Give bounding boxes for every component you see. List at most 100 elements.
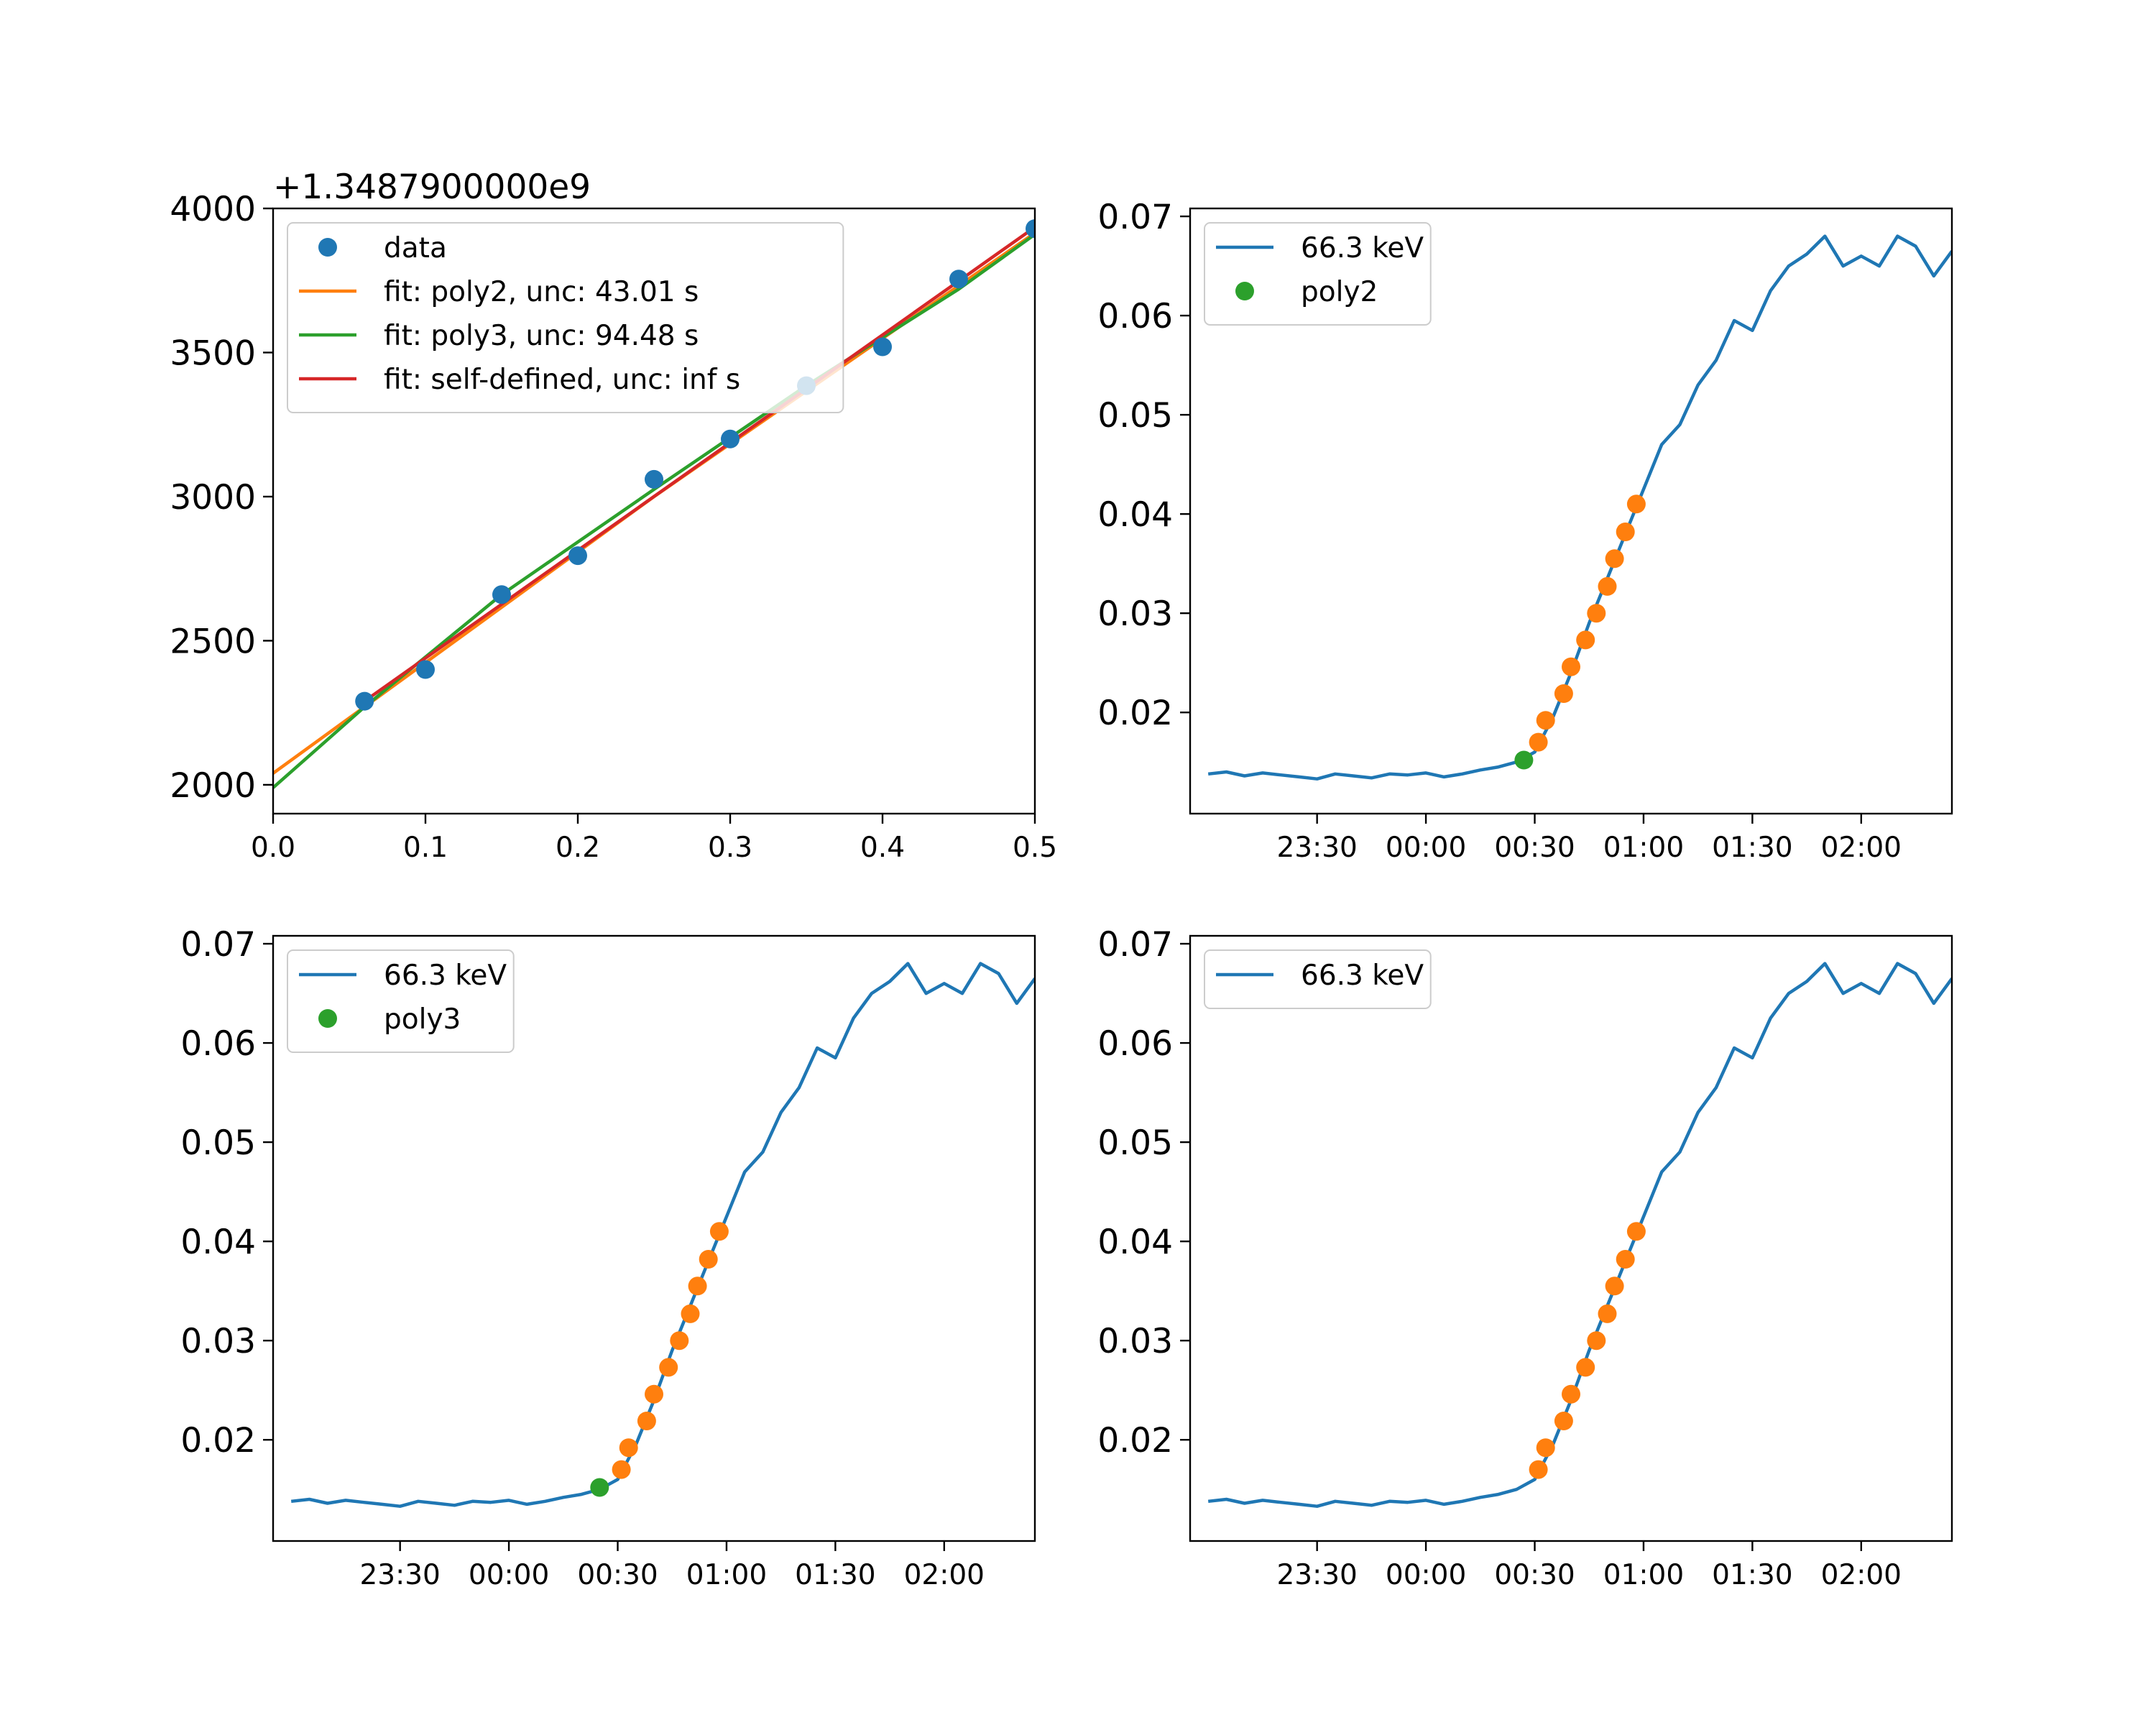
data-point — [416, 660, 435, 679]
y-tick-label: 2500 — [170, 622, 256, 661]
x-tick-label: 23:30 — [359, 1559, 440, 1591]
x-tick-label: 00:30 — [1494, 832, 1575, 864]
y-tick-label: 0.05 — [180, 1123, 256, 1163]
data-point — [873, 337, 892, 356]
legend-box — [287, 222, 844, 413]
data-point — [1626, 494, 1646, 514]
data-point — [1598, 576, 1617, 596]
data-point — [949, 270, 968, 289]
panel-top-right: 23:30 00:00 00:30 01:00 01:30 02:00 0.02 0.03 0.… — [1097, 198, 1953, 864]
series-line-0 — [1207, 962, 1952, 1508]
data-point — [1576, 630, 1595, 650]
data-point — [1554, 684, 1573, 703]
data-point — [699, 1250, 718, 1269]
y-tick-label: 0.06 — [1097, 297, 1173, 336]
y-tick-label: 0.04 — [1097, 495, 1173, 535]
data-point — [1026, 219, 1035, 239]
data-point — [681, 1304, 700, 1323]
y-tick-label: 0.02 — [1097, 1421, 1173, 1460]
data-point — [492, 585, 511, 604]
y-tick-label: 2000 — [170, 766, 256, 806]
data-point — [1529, 732, 1548, 752]
legend-box — [1204, 949, 1432, 1009]
y-tick-label: 0.02 — [1097, 694, 1173, 733]
x-tick-label: 01:00 — [1603, 832, 1684, 864]
legend: 66.3 keV poly2 — [1204, 222, 1432, 326]
x-tick-label: 02:00 — [1821, 832, 1902, 864]
panel-bottom-left: 23:30 00:00 00:30 01:00 01:30 02:00 0.02 0.03 0.… — [180, 925, 1036, 1591]
x-tick-label: 23:30 — [1276, 832, 1357, 864]
x-tick-label: 01:00 — [686, 1559, 767, 1591]
x-tick-label: 0.2 — [556, 832, 600, 864]
x-tick-label: 23:30 — [1276, 1559, 1357, 1591]
legend-label: fit: self-defined, unc: inf s — [384, 364, 740, 396]
data-point — [721, 429, 740, 448]
legend-label: data — [384, 232, 447, 264]
x-tick-label: 00:00 — [469, 1559, 549, 1591]
panel-top-left: 0.0 0.1 0.2 0.3 0.4 0.5 2000 2500 3000 3500 4000 +1… — [170, 167, 1057, 864]
x-tick-label: 0.1 — [403, 832, 448, 864]
legend-label: 66.3 keV — [384, 960, 507, 992]
plot-area — [290, 962, 1035, 1508]
data-point — [1536, 1438, 1555, 1458]
y-tick-label: 0.03 — [180, 1322, 256, 1361]
y-tick-label: 4000 — [170, 190, 256, 229]
y-tick-label: 3500 — [170, 334, 256, 373]
x-tick-label: 0.4 — [860, 832, 905, 864]
data-point — [1554, 1412, 1573, 1430]
data-point — [1529, 1460, 1548, 1479]
data-point — [637, 1412, 656, 1430]
data-point — [1514, 750, 1534, 770]
y-tick-label: 0.03 — [1097, 594, 1173, 634]
data-point — [619, 1438, 638, 1458]
x-tick-label: 00:00 — [1386, 832, 1466, 864]
axes-frame — [1189, 934, 1953, 1542]
x-tick-label: 00:30 — [1494, 1559, 1575, 1591]
y-tick-label: 0.05 — [1097, 396, 1173, 436]
data-point — [1626, 1222, 1646, 1241]
data-point — [355, 691, 374, 711]
series-line-0 — [1207, 234, 1952, 781]
y-tick-label: 3000 — [170, 478, 256, 518]
data-point — [590, 1478, 609, 1497]
data-point — [1605, 1276, 1624, 1296]
series-line-0 — [290, 962, 1035, 1508]
panel-bottom-right: 23:30 00:00 00:30 01:00 01:30 02:00 0.02 0.03 0.… — [1097, 925, 1953, 1591]
axes-frame — [1189, 207, 1953, 815]
x-tick-label: 02:00 — [904, 1559, 985, 1591]
x-tick-label: 00:00 — [1386, 1559, 1466, 1591]
legend: 66.3 keV — [1204, 949, 1432, 1009]
data-point — [568, 546, 587, 566]
legend: data fit: poly2, unc: 43.01 s fit: poly3, … — [287, 222, 844, 413]
data-point — [659, 1358, 678, 1377]
y-tick-label: 0.06 — [1097, 1024, 1173, 1064]
y-tick-label: 0.02 — [180, 1421, 256, 1460]
x-tick-label: 01:30 — [1712, 1559, 1792, 1591]
y-tick-label: 0.07 — [1097, 925, 1173, 965]
data-point — [1576, 1358, 1595, 1377]
legend-label: fit: poly2, unc: 43.01 s — [384, 276, 699, 308]
y-tick-label: 0.04 — [180, 1223, 256, 1262]
legend-label: fit: poly3, unc: 94.48 s — [384, 320, 699, 352]
x-tick-label: 01:30 — [1712, 832, 1792, 864]
data-point — [1587, 1331, 1606, 1351]
y-tick-label: 0.06 — [180, 1024, 256, 1064]
x-tick-label: 01:30 — [795, 1559, 875, 1591]
data-point — [645, 469, 663, 489]
x-tick-label: 00:30 — [577, 1559, 658, 1591]
data-point — [709, 1222, 729, 1241]
data-point — [612, 1460, 631, 1479]
data-point — [1598, 1304, 1617, 1323]
legend: 66.3 keV poly3 — [287, 949, 515, 1053]
legend-marker-swatch — [318, 238, 337, 257]
y-tick-label: 0.03 — [1097, 1322, 1173, 1361]
legend-label: 66.3 keV — [1301, 960, 1424, 992]
data-point — [645, 1384, 663, 1404]
x-tick-label: 02:00 — [1821, 1559, 1902, 1591]
data-point — [1605, 549, 1624, 569]
series-line-3 — [363, 226, 1035, 703]
y-tick-label: 0.07 — [1097, 198, 1173, 237]
data-point — [1562, 1384, 1580, 1404]
data-point — [1616, 523, 1635, 541]
x-tick-label: 0.0 — [251, 832, 295, 864]
